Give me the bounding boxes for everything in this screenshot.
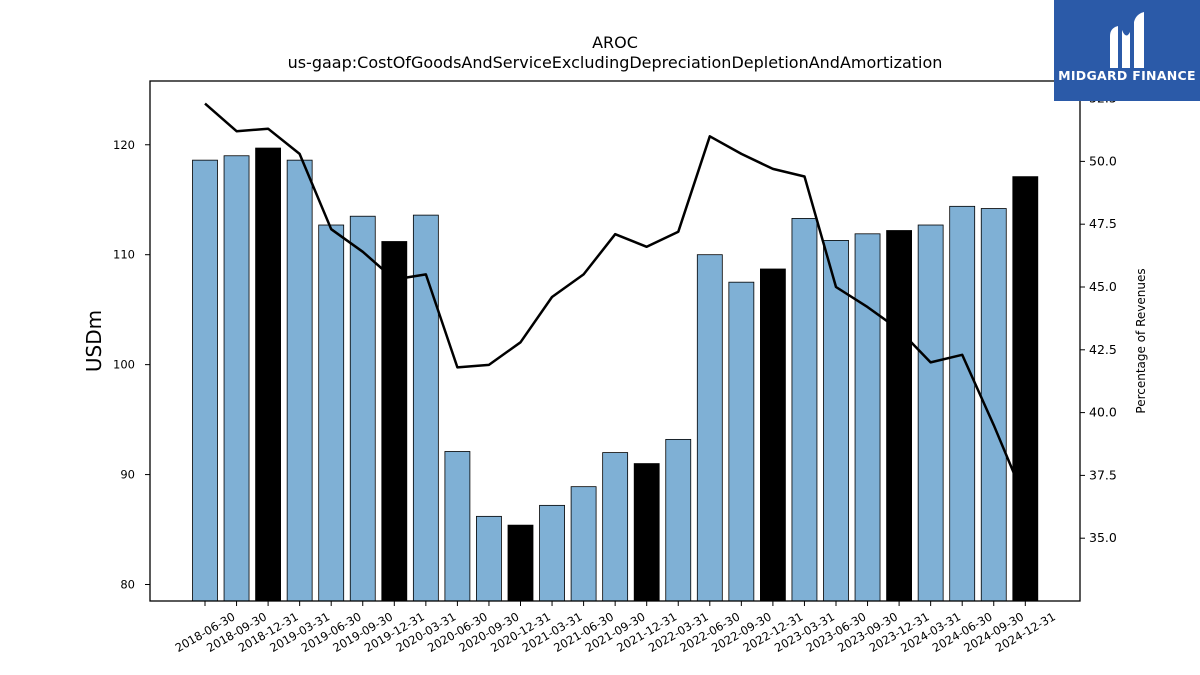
bar (539, 504, 565, 602)
x-axis-ticks: 2018-06-302018-09-302018-12-312019-03-31… (173, 601, 1058, 655)
bar (349, 215, 376, 602)
bar (949, 205, 976, 602)
y2-tick-label: 40.0 (1089, 405, 1117, 420)
logo-text: MIDGARD FINANCE (1058, 68, 1196, 83)
bar (444, 451, 471, 602)
y-axis-label: USDm (82, 310, 106, 372)
chart-title: AROC (592, 33, 638, 52)
bar (507, 524, 534, 602)
bar (412, 214, 439, 602)
chart-subtitle: us-gaap:CostOfGoodsAndServiceExcludingDe… (288, 53, 943, 72)
bar (760, 268, 786, 602)
series-line (204, 102, 1027, 501)
bar (570, 486, 597, 602)
bar (255, 147, 282, 602)
bar (696, 254, 723, 602)
y2-tick-label: 37.5 (1089, 467, 1117, 482)
bar (381, 241, 408, 602)
bar (192, 159, 218, 602)
bar (223, 155, 250, 602)
bar (318, 224, 345, 602)
y2-axis-ticks: 35.037.540.042.545.047.550.052.5 (1080, 91, 1117, 545)
y-tick-label: 80 (120, 578, 135, 592)
bar (1012, 176, 1039, 602)
bar-series (192, 147, 1039, 602)
y-tick-label: 90 (120, 468, 135, 482)
bar (633, 463, 660, 602)
bar (791, 218, 818, 602)
y2-tick-label: 50.0 (1089, 153, 1117, 168)
bar (286, 159, 313, 602)
y-tick-label: 110 (113, 248, 135, 262)
bar (602, 452, 629, 602)
bar (886, 230, 912, 602)
bar (665, 438, 692, 602)
y-tick-label: 120 (113, 138, 135, 152)
y2-tick-label: 47.5 (1089, 216, 1117, 231)
bar (728, 281, 755, 602)
y2-tick-label: 42.5 (1089, 342, 1117, 357)
midgard-finance-logo: MIDGARD FINANCE (1054, 0, 1200, 101)
line-series (204, 102, 1027, 501)
bar (823, 240, 849, 602)
y-axis-ticks: 80 90 100 110 120 (113, 138, 150, 592)
y-tick-label: 100 (113, 358, 135, 372)
bar (917, 224, 944, 602)
bar (476, 515, 502, 602)
y2-tick-label: 45.0 (1089, 279, 1117, 294)
y2-axis-label: Percentage of Revenues (1134, 268, 1148, 413)
y2-tick-label: 35.0 (1089, 530, 1117, 545)
midgard-logo-icon (1110, 12, 1144, 68)
plot-frame (149, 80, 1081, 602)
bar (854, 233, 881, 602)
